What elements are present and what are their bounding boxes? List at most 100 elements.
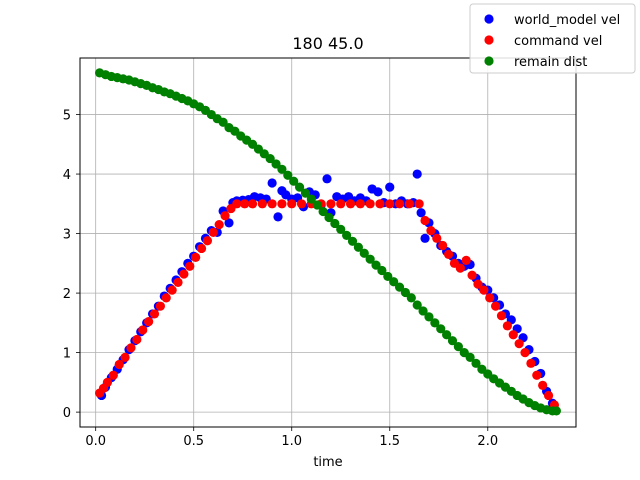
data-point [167,285,177,295]
data-point [265,153,275,164]
data-point [144,317,154,327]
data-point [496,311,507,321]
data-point [355,199,365,209]
legend-label: remain dist [514,55,587,70]
y-tick-label: 2 [63,287,71,302]
data-point [502,321,512,331]
x-tick-label: 1.0 [281,434,302,449]
data-point [277,164,287,174]
data-point [424,312,434,322]
data-point [271,159,281,169]
data-point [373,187,383,197]
data-point [220,211,230,221]
data-point [508,330,518,340]
data-point [120,352,130,362]
legend-label: command vel [514,34,602,49]
data-point [526,358,536,368]
data-point [465,352,475,362]
data-point [389,277,399,287]
data-point [330,218,340,229]
data-point [149,309,160,319]
data-point [208,227,218,237]
data-point [420,215,430,226]
y-tick-label: 1 [63,347,71,362]
data-point [347,236,358,246]
data-point [277,199,287,209]
data-point [318,206,328,217]
data-point [479,285,489,295]
data-point [473,279,483,289]
data-point [287,199,297,209]
data-point [300,188,311,198]
data-point [102,377,113,387]
data-point [455,263,465,273]
data-point [551,406,561,416]
data-point [520,348,530,358]
data-point [173,277,183,287]
data-point [400,287,411,298]
data-point [385,199,395,209]
data-point [491,301,501,311]
data-point [108,370,118,380]
x-axis-label: time [313,455,342,470]
data-point [312,200,322,210]
data-point [126,343,136,353]
data-point [404,199,414,209]
data-point [218,117,228,127]
data-point [394,199,405,209]
data-point [336,199,346,209]
data-point [377,265,387,276]
data-point [283,170,293,180]
data-point [294,182,305,192]
legend-box [469,3,636,74]
data-point [257,199,267,209]
data-point [412,300,422,310]
data-point [385,182,395,192]
data-point [416,208,426,218]
y-tick-label: 0 [63,406,71,421]
data-point [232,199,242,209]
data-point [438,240,448,251]
data-point [420,233,430,243]
data-point [224,218,234,228]
data-point [375,199,385,209]
legend-marker [484,14,494,24]
data-point [353,242,363,252]
data-point [214,220,224,230]
data-points [95,68,561,416]
data-point [514,339,524,349]
x-tick-label: 1.5 [379,434,400,449]
data-point [267,199,277,209]
data-point [114,359,124,370]
data-point [436,324,446,334]
axis-ticks: 0.0 0.5 1.0 1.5 2.0 0 1 2 3 4 5 [63,109,498,449]
data-point [306,194,316,204]
data-point [467,270,477,280]
data-point [418,306,428,316]
data-point [365,199,375,209]
data-point [414,199,424,209]
data-point [196,243,207,254]
legend-label: world_model vel [514,13,620,28]
data-point [447,336,458,346]
data-point [426,225,436,236]
data-point [365,254,375,264]
data-point [336,224,346,235]
data-point [383,271,393,282]
data-point [179,269,189,279]
data-point [485,293,495,303]
data-point [412,169,422,179]
x-tick-label: 0.5 [183,434,204,449]
data-point [267,178,277,188]
series-2 [95,68,561,416]
data-point [132,334,142,345]
series-1 [95,199,560,410]
data-point [471,358,481,368]
data-point [443,249,454,260]
data-point [161,293,171,303]
data-point [247,199,258,209]
data-point [538,380,548,390]
data-point [324,212,334,223]
data-point [155,301,165,311]
